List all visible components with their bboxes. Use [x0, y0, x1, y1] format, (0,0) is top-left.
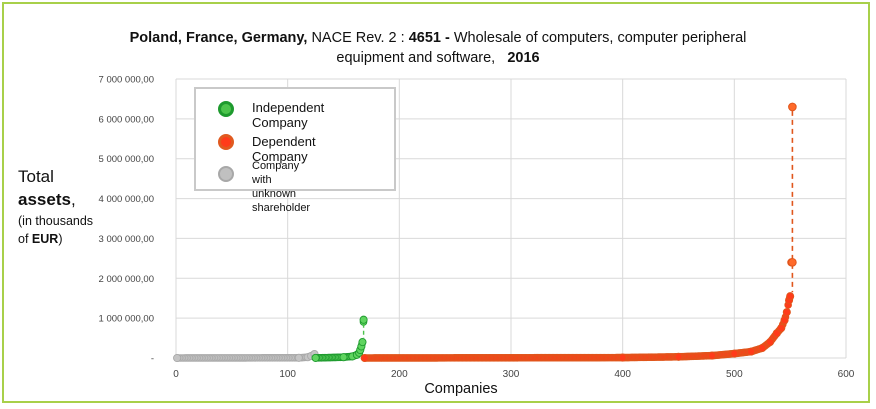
data-point: [788, 102, 797, 112]
y-tick-label: 6 000 000,00: [99, 114, 154, 125]
chart-title-line1: Poland, France, Germany, NACE Rev. 2 : 4…: [0, 30, 876, 46]
data-point: [618, 353, 627, 362]
data-point: [294, 353, 303, 362]
x-tick-label: 200: [391, 369, 408, 380]
data-point: [707, 351, 717, 360]
x-tick-label: 600: [838, 369, 855, 380]
data-point: [674, 352, 683, 361]
y-axis-label-line2: assets,: [18, 190, 76, 210]
data-point: [360, 353, 369, 363]
data-point: [766, 338, 775, 347]
y-axis-label-eur: EUR: [31, 232, 59, 246]
y-tick-label: 1 000 000,00: [99, 314, 154, 325]
legend-marker-independent: [218, 101, 234, 117]
y-axis-label-line1: Total: [18, 167, 54, 186]
legend: Independent Company Dependent Company Co…: [194, 87, 396, 214]
x-tick-label: 500: [726, 369, 743, 380]
legend-label-independent: Independent Company: [252, 100, 325, 130]
x-tick-label: 0: [173, 369, 179, 380]
data-point: [786, 292, 795, 301]
y-tick-label: -: [151, 354, 154, 365]
legend-marker-unknown: [218, 166, 234, 182]
data-point: [772, 329, 781, 338]
data-point: [788, 258, 797, 267]
y-axis-label-line3: (in thousands: [18, 214, 94, 228]
legend-label-unknown-line1: Company with: [252, 160, 300, 186]
chart-title-line2: equipment and software, 2016: [0, 50, 876, 66]
y-tick-label: 5 000 000,00: [99, 154, 154, 165]
data-point: [173, 353, 182, 363]
y-tick-label: 7 000 000,00: [99, 75, 154, 86]
legend-marker-dependent: [218, 134, 234, 150]
x-tick-label: 300: [503, 369, 520, 380]
chart-frame: [2, 2, 870, 403]
data-point: [747, 347, 756, 356]
x-tick-label: 400: [614, 369, 631, 380]
title-sector-line2: equipment and software,: [336, 50, 496, 66]
x-tick-label: 100: [279, 369, 296, 380]
y-axis-label-of: of: [18, 232, 32, 246]
title-nace-prefix: NACE Rev. 2 :: [311, 30, 405, 46]
y-axis-label-paren: ): [58, 232, 63, 246]
data-point: [777, 324, 786, 333]
data-point: [339, 353, 348, 362]
y-tick-label: 2 000 000,00: [99, 274, 154, 285]
title-nace-code: 4651 -: [408, 30, 450, 46]
x-axis-label: Companies: [424, 381, 497, 397]
y-tick-label: 3 000 000,00: [99, 234, 154, 245]
data-point: [359, 315, 368, 324]
y-axis-label-comma: ,: [70, 190, 76, 209]
data-point: [358, 338, 367, 347]
data-point: [758, 343, 767, 353]
data-point: [780, 316, 789, 325]
legend-label-dependent: Dependent Company: [252, 134, 316, 164]
data-point: [782, 308, 791, 317]
data-point: [730, 349, 739, 358]
legend-label-unknown-line2: unknown shareholder: [252, 188, 311, 214]
legend-label-unknown: Company with unknown shareholder: [252, 159, 310, 215]
y-axis-label-assets: assets: [18, 190, 71, 209]
title-countries: Poland, France, Germany,: [129, 30, 308, 46]
title-sector-line1: Wholesale of computers, computer periphe…: [453, 30, 747, 46]
y-axis-label-line4: of EUR): [18, 232, 62, 246]
data-point: [311, 353, 320, 362]
title-year: 2016: [507, 50, 540, 66]
y-tick-label: 4 000 000,00: [99, 194, 154, 205]
